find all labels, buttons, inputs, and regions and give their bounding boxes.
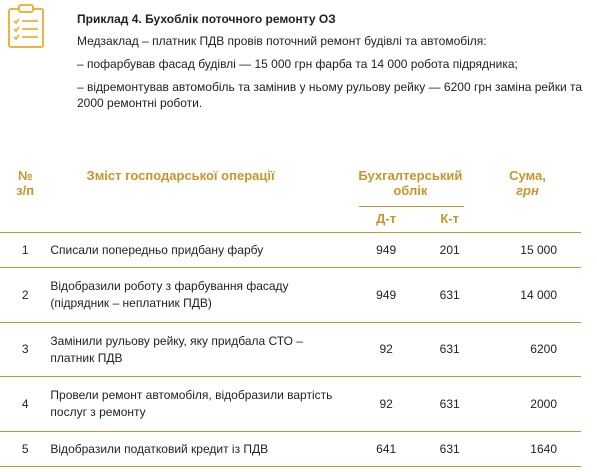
row-credit: 201 — [439, 242, 460, 257]
example-title: Приклад 4. Бухоблік поточного ремонту ОЗ — [77, 12, 336, 26]
row-sum: 14 000 — [520, 287, 557, 302]
header-description: Зміст господарської операції — [86, 168, 275, 183]
row-credit: 631 — [439, 441, 460, 456]
row-debit: 92 — [379, 342, 393, 356]
row-description: Провели ремонт автомобіля, відобразили в… — [50, 388, 333, 419]
header-number: № з/п — [16, 168, 35, 198]
header-sum: Сума, грн — [509, 168, 546, 198]
row-sum: 1640 — [530, 441, 557, 456]
row-sum: 2000 — [530, 396, 557, 411]
row-description: Відобразили роботу з фарбування фасаду (… — [50, 279, 289, 310]
row-debit: 92 — [379, 396, 393, 411]
operations-table: № з/п Зміст господарської операції Бухга… — [0, 166, 581, 467]
table-row: 4 Провели ремонт автомобіля, відобразили… — [0, 377, 581, 432]
table-row: 5 Відобразили податковий кредит із ПДВ 6… — [0, 432, 581, 467]
table-row: 1 Списали попередньо придбану фарбу 949 … — [0, 233, 581, 268]
row-number: 4 — [21, 396, 29, 411]
row-description: Списали попередньо придбану фарбу — [50, 242, 264, 257]
table-row: 2 Відобразили роботу з фарбування фасаду… — [0, 268, 581, 323]
example-line-facade: – пофарбував фасад будівлі — 15 000 грн … — [77, 57, 518, 71]
clipboard-checklist-icon — [8, 4, 44, 48]
row-number: 1 — [21, 242, 29, 257]
row-number: 2 — [21, 287, 29, 302]
row-debit: 949 — [376, 242, 397, 257]
header-accounting: Бухгалтерський облік — [347, 166, 474, 207]
row-number: 3 — [21, 342, 29, 356]
row-description: Замінили рульову рейку, яку придбала СТО… — [50, 333, 303, 365]
example-line-intro: Медзаклад – платник ПДВ провів поточний … — [77, 34, 487, 48]
table-row: 3 Замінили рульову рейку, яку придбала С… — [0, 323, 581, 377]
row-credit: 631 — [439, 396, 460, 411]
row-sum: 6200 — [530, 342, 557, 356]
row-credit: 631 — [439, 287, 460, 302]
row-sum: 15 000 — [520, 242, 557, 257]
header-debit: Д-т — [376, 210, 397, 226]
row-debit: 949 — [376, 287, 397, 302]
example-text: Приклад 4. Бухоблік поточного ремонту ОЗ… — [77, 11, 592, 118]
row-debit: 641 — [376, 441, 397, 456]
header-credit: К-т — [440, 210, 460, 226]
example-line-car: – відремонтував автомобіль та замінив у … — [77, 80, 583, 110]
row-credit: 631 — [439, 342, 460, 356]
row-number: 5 — [21, 441, 29, 456]
example-block: Приклад 4. Бухоблік поточного ремонту ОЗ… — [0, 0, 597, 130]
row-description: Відобразили податковий кредит із ПДВ — [50, 441, 269, 456]
